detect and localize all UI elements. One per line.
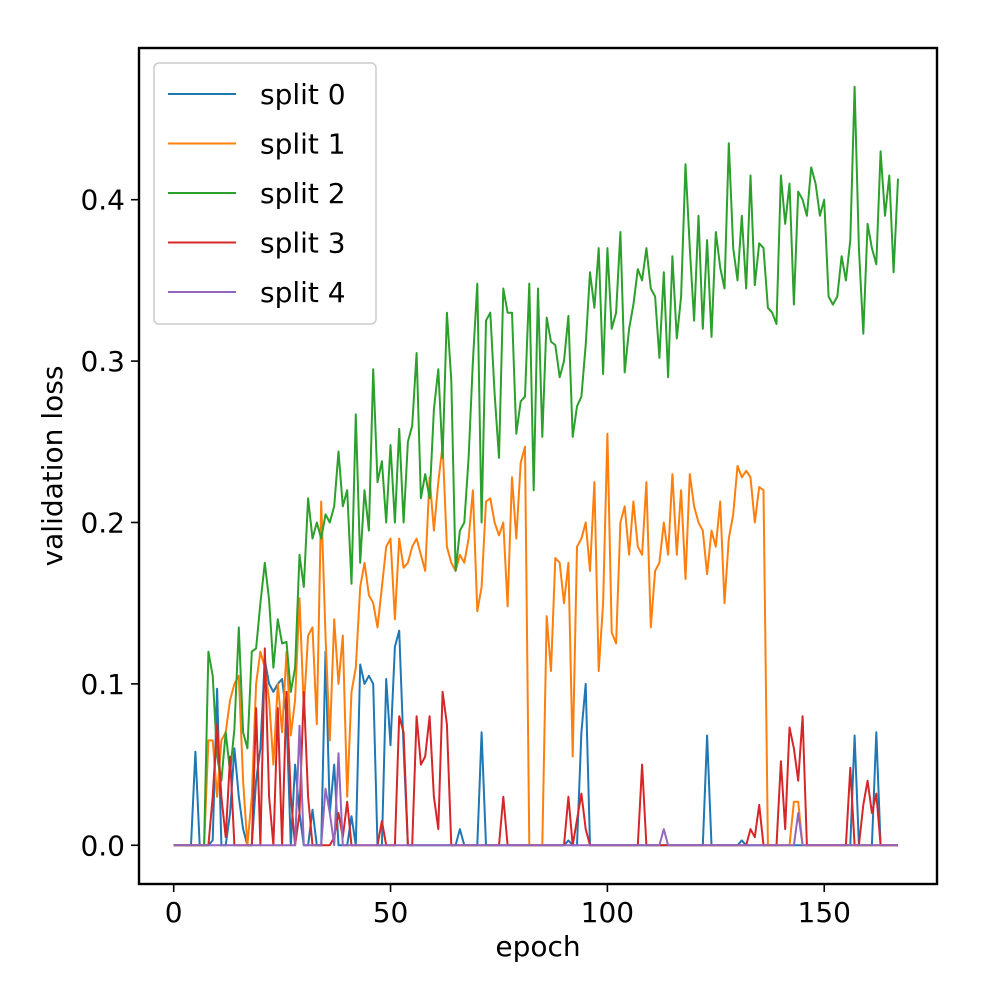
y-axis-title: validation loss — [36, 366, 69, 567]
x-axis-ticks: 0 50 100 150 — [165, 884, 851, 929]
x-tick-label: 50 — [373, 896, 409, 929]
legend: split 0 split 1 split 2 split 3 split 4 — [153, 62, 377, 325]
y-tick-label: 0.0 — [80, 829, 125, 862]
series-line-split-3 — [173, 647, 898, 847]
y-axis-ticks: 0.0 0.1 0.2 0.3 0.4 — [80, 184, 139, 862]
series-layer — [173, 85, 899, 847]
legend-box — [153, 62, 377, 325]
legend-label-split-2: split 2 — [260, 177, 346, 210]
y-tick-label: 0.3 — [80, 345, 125, 378]
x-tick-label: 0 — [165, 896, 183, 929]
legend-label-split-4: split 4 — [260, 276, 346, 309]
y-tick-label: 0.1 — [80, 668, 125, 701]
legend-label-split-0: split 0 — [260, 78, 346, 111]
legend-label-split-1: split 1 — [260, 128, 346, 161]
y-tick-label: 0.2 — [80, 506, 125, 539]
x-tick-label: 150 — [798, 896, 851, 929]
series-line-split-1 — [173, 432, 898, 847]
series-line-split-4 — [173, 724, 898, 847]
axes-frame — [137, 46, 939, 886]
series-line-split-2 — [173, 85, 899, 847]
x-axis-title: epoch — [495, 930, 580, 963]
y-tick-label: 0.4 — [80, 184, 125, 217]
x-tick-label: 100 — [581, 896, 634, 929]
legend-label-split-3: split 3 — [260, 227, 346, 260]
